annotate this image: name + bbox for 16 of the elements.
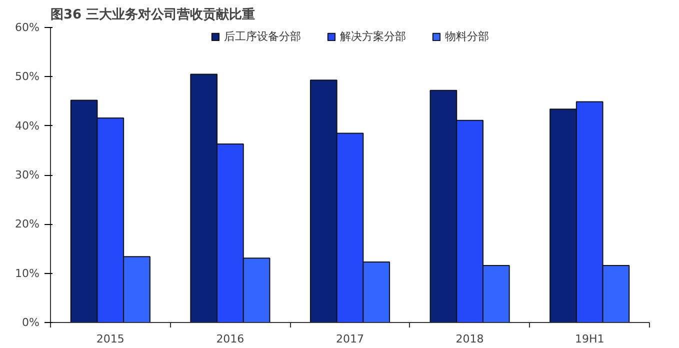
y-tick-label: 40%	[15, 119, 40, 132]
y-tick-label: 20%	[15, 218, 40, 231]
y-tick-label: 10%	[15, 266, 40, 280]
legend-label: 物料分部	[445, 29, 489, 44]
y-tick-label: 60%	[15, 21, 40, 34]
x-tick-label: 2018	[456, 332, 484, 346]
x-tick-label: 19H1	[574, 332, 604, 346]
chart-title: 图36 三大业务对公司营收贡献比重	[50, 6, 256, 22]
y-tick-label: 50%	[15, 70, 40, 84]
y-tick-label: 30%	[15, 168, 40, 182]
x-tick-label: 2015	[96, 332, 124, 346]
x-tick-label: 2016	[216, 332, 244, 346]
legend-label: 后工序设备分部	[224, 29, 301, 44]
x-tick-label: 2017	[336, 332, 364, 346]
legend-label: 解决方案分部	[340, 29, 406, 44]
y-tick-label: 0%	[22, 316, 40, 329]
